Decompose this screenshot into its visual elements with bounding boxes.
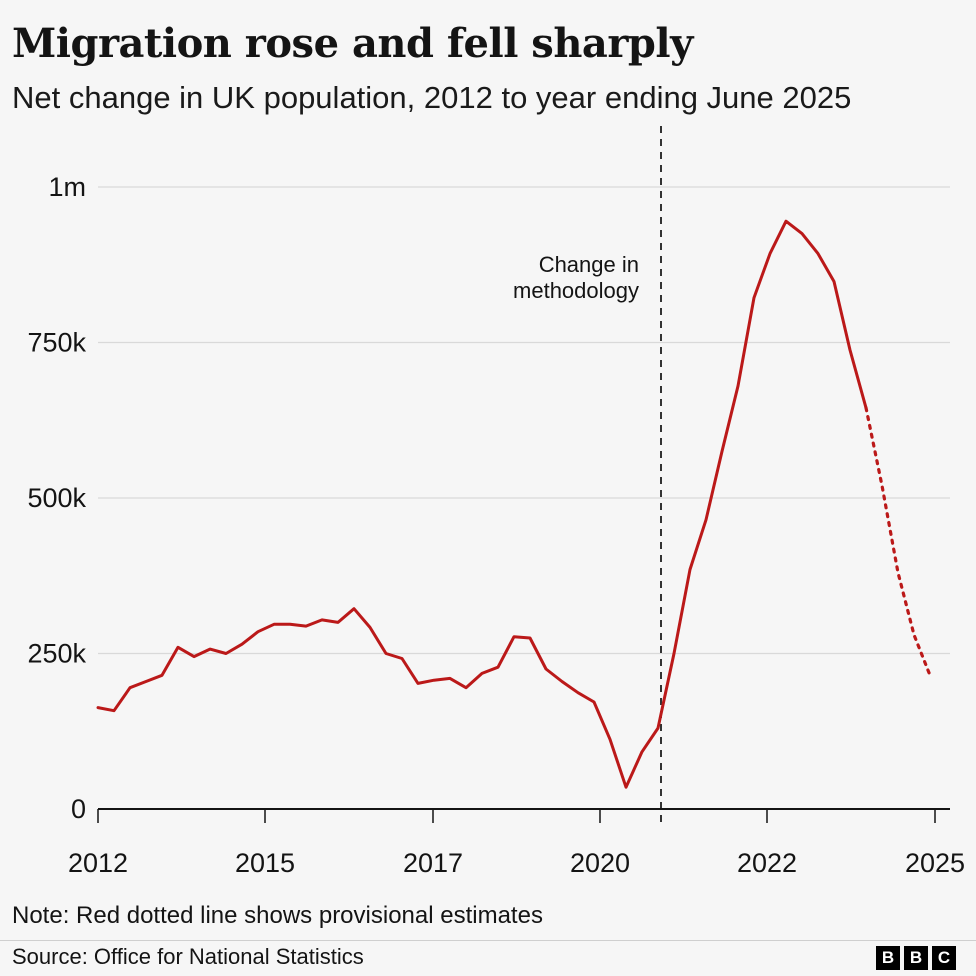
x-tick-label: 2025 xyxy=(905,848,965,878)
bbc-logo-letter: C xyxy=(932,946,956,970)
y-tick-label: 1m xyxy=(48,172,86,202)
bbc-logo: B B C xyxy=(876,946,956,970)
y-tick-label: 750k xyxy=(27,328,86,358)
chart-note: Note: Red dotted line shows provisional … xyxy=(12,902,543,929)
provisional-series-line xyxy=(864,406,932,677)
annotation-text: methodology xyxy=(513,278,639,303)
chart-title: Migration rose and fell sharply xyxy=(12,20,693,67)
footer-divider xyxy=(0,940,976,941)
y-tick-label: 500k xyxy=(27,483,86,513)
x-tick-label: 2012 xyxy=(68,848,128,878)
x-tick-label: 2022 xyxy=(737,848,797,878)
y-tick-label: 250k xyxy=(27,639,86,669)
annotation-text: Change in xyxy=(539,252,639,277)
annotation-background xyxy=(484,248,642,304)
x-tick-label: 2015 xyxy=(235,848,295,878)
chart-subtitle: Net change in UK population, 2012 to yea… xyxy=(12,80,852,115)
bbc-logo-letter: B xyxy=(876,946,900,970)
bbc-logo-letter: B xyxy=(904,946,928,970)
x-tick-label: 2020 xyxy=(570,848,630,878)
chart-source: Source: Office for National Statistics xyxy=(12,944,364,969)
y-tick-label: 0 xyxy=(71,794,86,824)
x-tick-label: 2017 xyxy=(403,848,463,878)
net-change-series-line xyxy=(96,219,868,789)
